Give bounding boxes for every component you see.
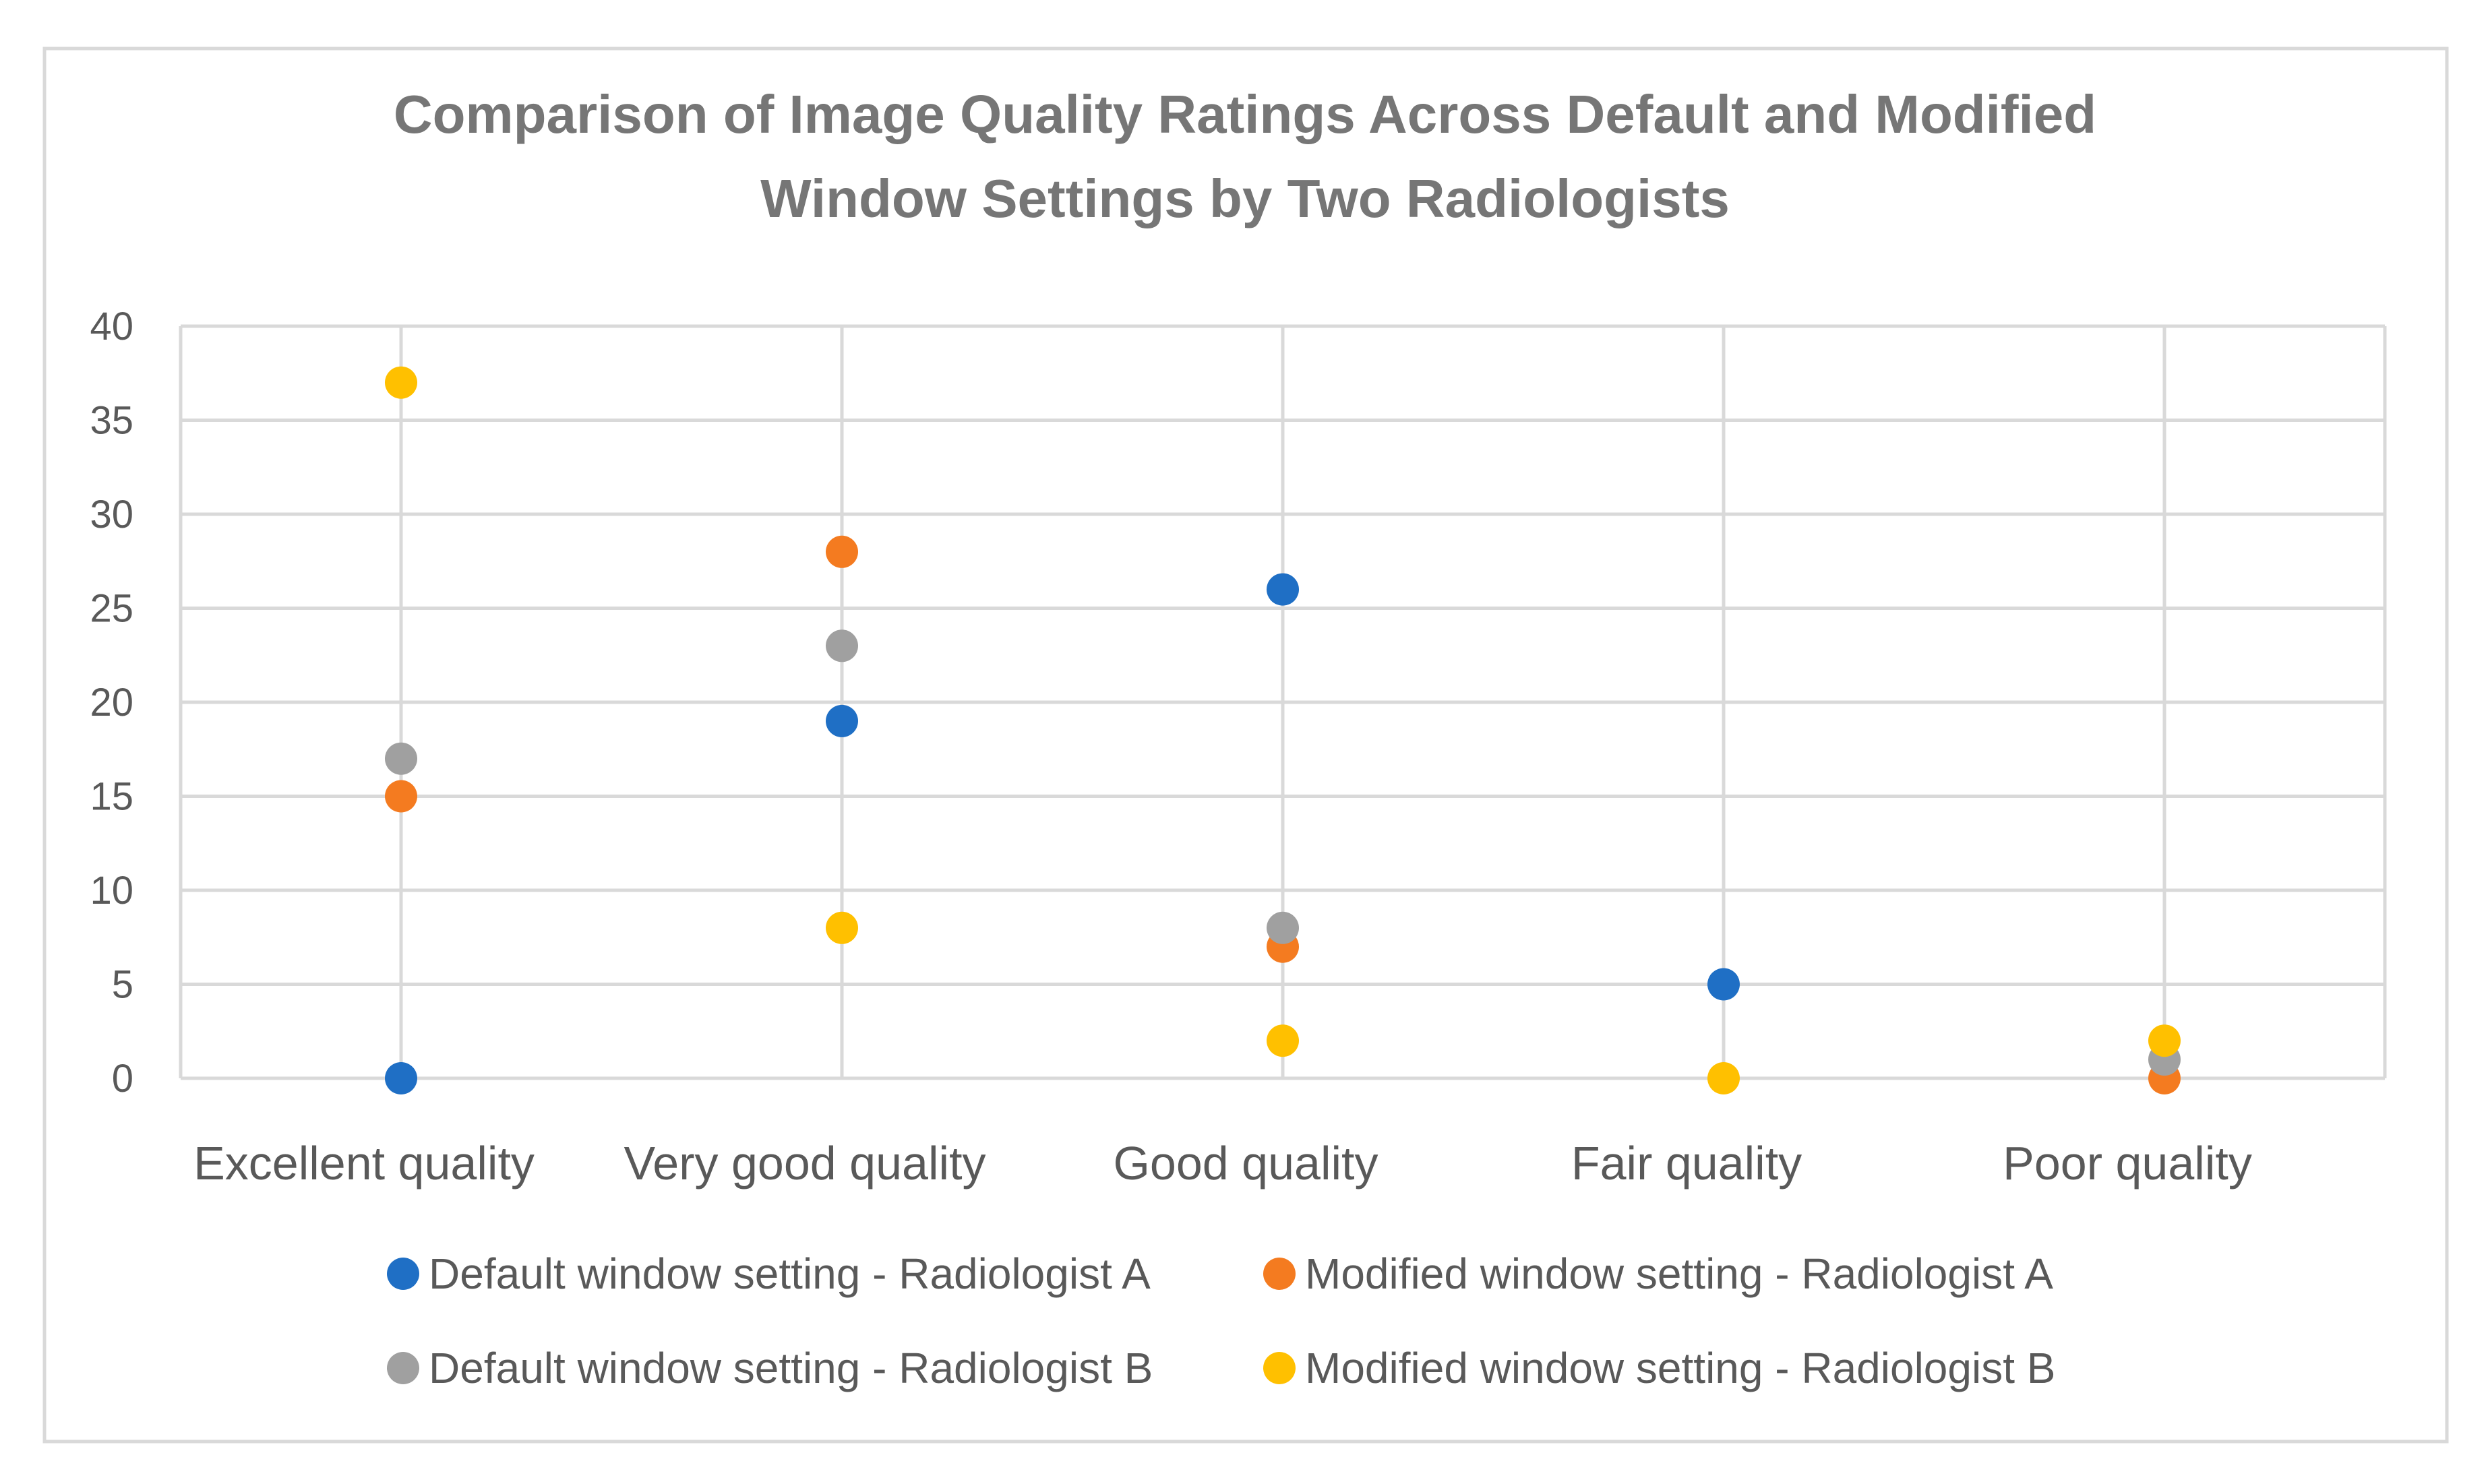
data-point [385, 742, 417, 775]
chart-title-line-1: Comparison of Image Quality Ratings Acro… [394, 84, 2096, 144]
data-point [826, 911, 858, 944]
y-tick-label: 35 [90, 399, 133, 443]
y-tick-label: 40 [90, 305, 133, 348]
data-point [385, 1062, 417, 1094]
data-points [385, 366, 2181, 1094]
legend-marker [387, 1258, 419, 1290]
data-point [385, 780, 417, 813]
legend-label: Modified window setting - Radiologist B [1305, 1344, 2055, 1392]
data-point [1707, 1062, 1740, 1094]
data-point [1267, 573, 1299, 606]
x-category-label: Poor quality [2003, 1137, 2252, 1189]
grid-lines [179, 324, 2387, 1080]
legend-marker [1263, 1258, 1296, 1290]
x-category-label: Excellent quality [193, 1137, 535, 1189]
data-point [826, 535, 858, 568]
y-tick-label: 15 [90, 775, 133, 819]
x-category-label: Very good quality [624, 1137, 985, 1189]
y-tick-label: 5 [112, 963, 133, 1007]
axis-labels: 0 5 10 15 20 25 30 35 40 Excellent quality Very go… [90, 305, 2251, 1189]
data-point [1267, 911, 1299, 944]
y-tick-label: 10 [90, 869, 133, 913]
legend-label: Default window setting - Radiologist A [429, 1249, 1151, 1298]
y-tick-label: 30 [90, 493, 133, 536]
data-point [2148, 1024, 2181, 1057]
y-tick-label: 25 [90, 587, 133, 631]
data-point [385, 366, 417, 399]
data-point [1707, 968, 1740, 1001]
data-point [1267, 1024, 1299, 1057]
legend-label: Default window setting - Radiologist B [429, 1344, 1153, 1392]
data-point [826, 704, 858, 737]
chart-title-line-2: Window Settings by Two Radiologists [760, 168, 1730, 228]
x-category-label: Good quality [1113, 1137, 1378, 1189]
legend: Default window setting - Radiologist A Mo… [387, 1249, 2055, 1392]
data-point [826, 629, 858, 662]
legend-marker [387, 1352, 419, 1384]
x-category-label: Fair quality [1571, 1137, 1802, 1189]
legend-marker [1263, 1352, 1296, 1384]
y-tick-label: 20 [90, 681, 133, 724]
legend-label: Modified window setting - Radiologist A [1305, 1249, 2053, 1298]
y-tick-label: 0 [112, 1057, 133, 1101]
chart-border [42, 47, 2449, 1444]
